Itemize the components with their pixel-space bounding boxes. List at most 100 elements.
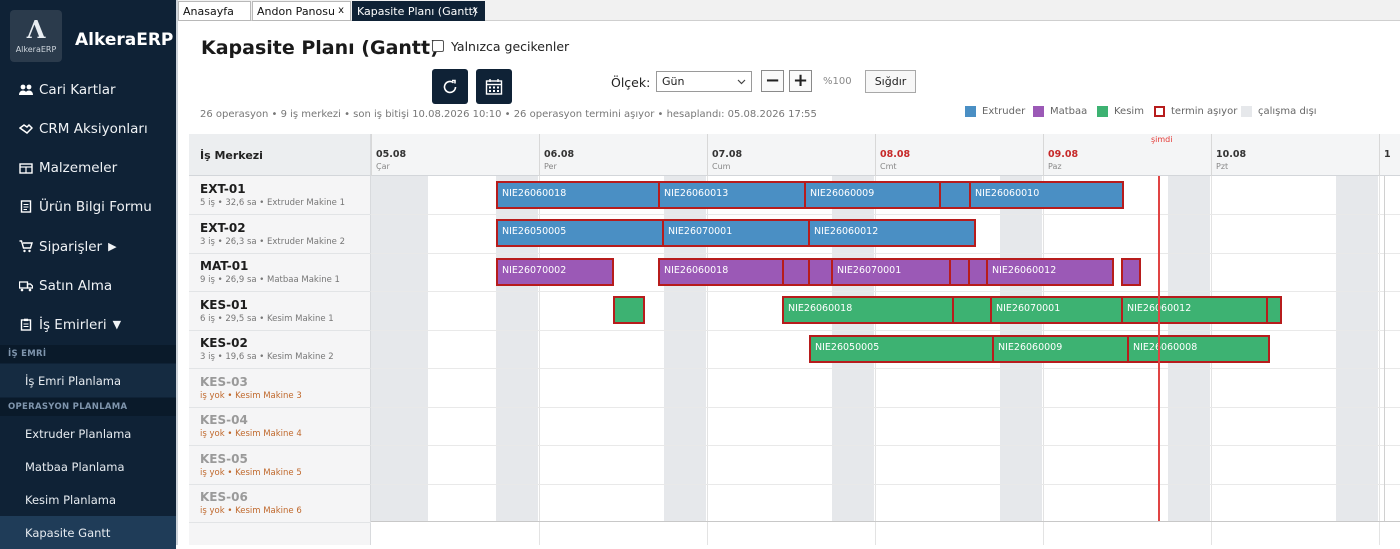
operation-bar[interactable]: NIE26060012 bbox=[1121, 296, 1268, 324]
operation-bar[interactable]: NIE26070002 bbox=[496, 258, 614, 286]
operation-bar[interactable]: NIE26060012 bbox=[808, 219, 976, 247]
tab-kapasite-plani[interactable]: Kapasite Planı (Gantt) x bbox=[352, 1, 485, 21]
workcenter-detail: 9 iş • 26,9 sa • Matbaa Makine 1 bbox=[200, 275, 340, 285]
workcenter-detail: iş yok • Kesim Makine 5 bbox=[200, 468, 302, 478]
operation-bar[interactable] bbox=[1121, 258, 1141, 286]
zoom-out-button[interactable]: − bbox=[761, 70, 784, 92]
day-gridline bbox=[707, 176, 708, 545]
boxes-icon bbox=[19, 161, 33, 175]
operation-bar[interactable]: NIE26050005 bbox=[809, 335, 994, 363]
operation-bar[interactable]: NIE26060009 bbox=[992, 335, 1129, 363]
workcenter-row[interactable]: EXT-01 5 iş • 32,6 sa • Extruder Makine 1 bbox=[189, 176, 371, 215]
now-line bbox=[1158, 176, 1160, 521]
tab-andon-panosu[interactable]: Andon Panosu x bbox=[252, 1, 351, 21]
workcenter-name: EXT-02 bbox=[200, 221, 246, 235]
operation-bar[interactable]: NIE26060018 bbox=[496, 181, 660, 209]
workcenter-row[interactable]: KES-03 iş yok • Kesim Makine 3 bbox=[189, 369, 371, 408]
workcenter-detail: iş yok • Kesim Makine 4 bbox=[200, 429, 302, 439]
sidebar-subitem-extruder-planlama[interactable]: Extruder Planlama bbox=[25, 426, 132, 441]
calendar-icon bbox=[485, 78, 503, 95]
tab-anasayfa[interactable]: Anasayfa bbox=[178, 1, 251, 21]
tab-label: Kapasite Planı (Gantt) bbox=[357, 5, 478, 18]
day-header: 06.08 Per bbox=[539, 134, 574, 176]
operation-bar[interactable] bbox=[949, 258, 970, 286]
refresh-button[interactable] bbox=[432, 69, 468, 104]
sidebar-subitem-kesim-planlama[interactable]: Kesim Planlama bbox=[25, 492, 117, 507]
sidebar-item-crm[interactable]: CRM Aksiyonları bbox=[0, 109, 176, 148]
operation-bar[interactable]: NIE26060018 bbox=[658, 258, 784, 286]
legend-label: çalışma dışı bbox=[1258, 106, 1317, 117]
day-header: 05.08 Çar bbox=[371, 134, 406, 176]
legend-item-kesim: Kesim bbox=[1097, 106, 1144, 117]
day-gridline bbox=[1379, 176, 1380, 545]
gantt-bottom-border bbox=[371, 521, 1400, 522]
workcenter-row[interactable]: KES-02 3 iş • 19,6 sa • Kesim Makine 2 bbox=[189, 330, 371, 369]
fit-button[interactable]: Sığdır bbox=[865, 70, 916, 93]
workcenter-name: KES-06 bbox=[200, 490, 248, 504]
workcenter-row[interactable]: MAT-01 9 iş • 26,9 sa • Matbaa Makine 1 bbox=[189, 253, 371, 292]
close-icon[interactable]: x bbox=[338, 5, 344, 16]
operation-bar[interactable]: NIE26060013 bbox=[658, 181, 806, 209]
operation-bar[interactable]: NIE26060012 bbox=[986, 258, 1114, 286]
logo-mark-icon: Ʌ bbox=[26, 15, 46, 44]
workcenter-detail: iş yok • Kesim Makine 6 bbox=[200, 506, 302, 516]
day-weekday: Cmt bbox=[880, 162, 897, 171]
operation-bar[interactable] bbox=[808, 258, 833, 286]
sidebar-subitem-matbaa-planlama[interactable]: Matbaa Planlama bbox=[25, 459, 125, 474]
calendar-button[interactable] bbox=[476, 69, 512, 104]
operation-bar[interactable]: NIE26060008 bbox=[1127, 335, 1270, 363]
operation-bar[interactable]: NIE26060018 bbox=[782, 296, 954, 324]
operation-bar[interactable] bbox=[782, 258, 810, 286]
operation-bar[interactable] bbox=[1266, 296, 1282, 324]
vertical-scroll-track[interactable] bbox=[1384, 176, 1385, 521]
workcenter-name: MAT-01 bbox=[200, 259, 249, 273]
sidebar-item-satin-alma[interactable]: Satın Alma bbox=[0, 266, 176, 305]
day-header: 07.08 Cum bbox=[707, 134, 742, 176]
scale-select[interactable]: Gün bbox=[656, 71, 752, 92]
workcenter-row[interactable]: EXT-02 3 iş • 26,3 sa • Extruder Makine 2 bbox=[189, 215, 371, 254]
gantt-left-header: İş Merkezi bbox=[189, 134, 371, 176]
day-date: 10.08 bbox=[1216, 149, 1247, 160]
users-icon bbox=[19, 83, 33, 97]
legend-swatch bbox=[965, 106, 976, 117]
legend-item-matbaa: Matbaa bbox=[1033, 106, 1087, 117]
zoom-in-button[interactable]: + bbox=[789, 70, 812, 92]
day-date: 1 bbox=[1384, 149, 1391, 160]
day-gridline bbox=[539, 176, 540, 545]
sidebar-item-malzemeler[interactable]: Malzemeler bbox=[0, 148, 176, 187]
workcenter-row[interactable]: KES-01 6 iş • 29,5 sa • Kesim Makine 1 bbox=[189, 292, 371, 331]
operation-bar[interactable] bbox=[968, 258, 988, 286]
operation-bar[interactable]: NIE26060010 bbox=[969, 181, 1124, 209]
sidebar-item-label: İş Emirleri bbox=[39, 316, 107, 333]
operation-bar[interactable]: NIE26050005 bbox=[496, 219, 664, 247]
day-header: 10.08 Pzt bbox=[1211, 134, 1246, 176]
late-only-checkbox[interactable] bbox=[432, 40, 444, 52]
operation-bar[interactable] bbox=[939, 181, 971, 209]
sidebar-item-is-emirleri[interactable]: İş Emirleri ▼ bbox=[0, 305, 176, 344]
workcenter-row[interactable]: KES-05 iş yok • Kesim Makine 5 bbox=[189, 446, 371, 485]
day-date: 06.08 bbox=[544, 149, 575, 160]
operation-bar[interactable]: NIE26060009 bbox=[804, 181, 941, 209]
workcenter-detail: 6 iş • 29,5 sa • Kesim Makine 1 bbox=[200, 314, 334, 324]
workcenter-row[interactable]: KES-06 iş yok • Kesim Makine 6 bbox=[189, 484, 371, 523]
sidebar-item-cari-kartlar[interactable]: Cari Kartlar bbox=[0, 70, 176, 109]
tab-label: Anasayfa bbox=[183, 5, 234, 18]
left-header-label: İş Merkezi bbox=[200, 149, 263, 162]
operation-bar[interactable] bbox=[952, 296, 992, 324]
sidebar-subitem-kapasite-gantt[interactable]: Kapasite Gantt bbox=[0, 516, 176, 549]
handshake-icon bbox=[19, 122, 33, 136]
refresh-icon bbox=[443, 79, 457, 93]
workcenter-row[interactable]: KES-04 iş yok • Kesim Makine 4 bbox=[189, 407, 371, 446]
operation-bar[interactable]: NIE26070001 bbox=[831, 258, 951, 286]
timeline-header: 05.08 Çar 06.08 Per 07.08 Cum 08.08 Cmt 09.0… bbox=[371, 134, 1400, 176]
close-icon[interactable]: x bbox=[472, 5, 478, 16]
operation-bar[interactable]: NIE26070001 bbox=[990, 296, 1123, 324]
day-header: 09.08 Paz bbox=[1043, 134, 1078, 176]
sidebar-item-siparisler[interactable]: Siparişler ▶ bbox=[0, 227, 176, 266]
operation-bar[interactable] bbox=[613, 296, 645, 324]
workcenter-name: EXT-01 bbox=[200, 182, 246, 196]
sidebar-subitem-is-emri-planlama[interactable]: İş Emri Planlama bbox=[0, 364, 176, 397]
sidebar-item-urun-bilgi-formu[interactable]: Ürün Bilgi Formu bbox=[0, 187, 176, 226]
operation-bar[interactable]: NIE26070001 bbox=[662, 219, 810, 247]
logo: Ʌ AlkeraERP bbox=[10, 10, 62, 62]
